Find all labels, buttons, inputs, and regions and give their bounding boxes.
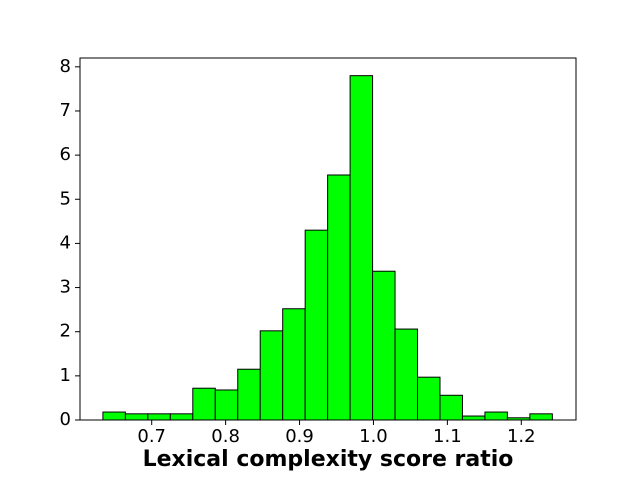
bar bbox=[169, 413, 194, 421]
x-tick-label: 0.9 bbox=[285, 426, 314, 447]
bar bbox=[214, 389, 239, 421]
y-tick-label: 2 bbox=[60, 321, 71, 342]
bar bbox=[282, 308, 306, 421]
y-tick-label: 0 bbox=[60, 409, 71, 430]
y-tick-label: 3 bbox=[60, 277, 71, 298]
bar bbox=[259, 330, 284, 421]
bar bbox=[147, 413, 171, 421]
bar bbox=[304, 229, 329, 421]
x-tick-label: 0.8 bbox=[211, 426, 240, 447]
y-tick-label: 7 bbox=[60, 100, 71, 121]
y-tick-label: 5 bbox=[60, 188, 71, 209]
bar bbox=[394, 328, 419, 421]
bar bbox=[484, 411, 508, 421]
x-tick-label: 1.1 bbox=[433, 426, 462, 447]
bar bbox=[372, 270, 396, 421]
bar bbox=[349, 75, 374, 421]
bar bbox=[461, 415, 486, 421]
bar bbox=[124, 413, 149, 421]
y-tick-label: 4 bbox=[60, 232, 71, 253]
plot-frame bbox=[79, 57, 577, 421]
bar bbox=[102, 411, 126, 421]
bar bbox=[192, 387, 216, 421]
y-tick-label: 6 bbox=[60, 144, 71, 165]
y-tick-label: 1 bbox=[60, 365, 71, 386]
bar bbox=[417, 376, 441, 421]
x-axis-label: Lexical complexity score ratio bbox=[143, 447, 514, 472]
x-tick-label: 1.2 bbox=[507, 426, 536, 447]
x-tick-label: 0.7 bbox=[137, 426, 166, 447]
x-tick-label: 1.0 bbox=[359, 426, 388, 447]
bar bbox=[237, 368, 261, 421]
y-tick-label: 8 bbox=[60, 56, 71, 77]
bar bbox=[327, 174, 351, 421]
bar bbox=[529, 413, 553, 421]
bar bbox=[439, 394, 463, 421]
